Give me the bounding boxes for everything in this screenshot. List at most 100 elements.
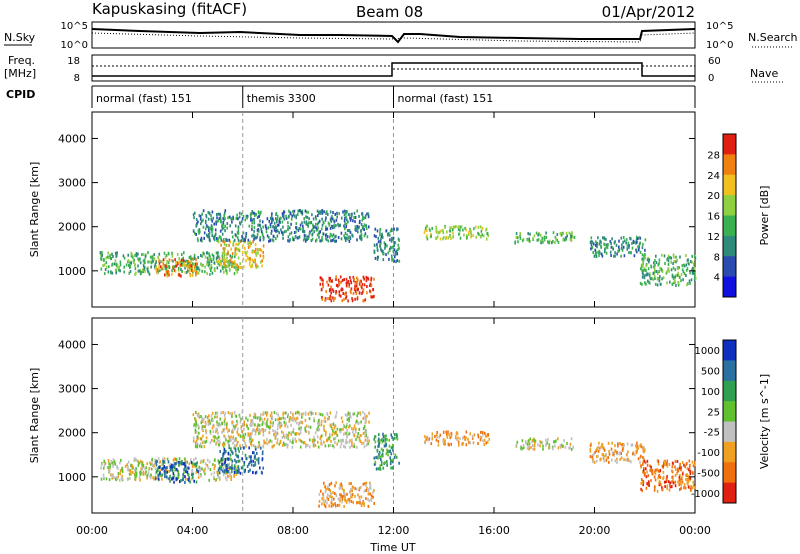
echo-cell	[135, 252, 138, 255]
echo-cell	[195, 258, 197, 262]
echo-cell	[231, 462, 233, 466]
echo-cell	[169, 479, 171, 483]
echo-cell	[213, 475, 215, 479]
echo-cell	[450, 237, 452, 240]
echo-cell	[188, 476, 190, 480]
echo-cell	[217, 237, 219, 241]
echo-cell	[348, 432, 350, 436]
echo-cell	[146, 462, 148, 466]
echo-cell	[356, 209, 358, 213]
echo-cell	[338, 281, 341, 285]
echo-cell	[262, 445, 265, 449]
echo-cell	[635, 444, 637, 448]
echo-cell	[238, 470, 240, 474]
echo-cell	[390, 433, 392, 437]
echo-cell	[297, 416, 299, 420]
echo-cell	[225, 423, 228, 427]
echo-cell	[331, 498, 333, 501]
echo-cell	[610, 254, 612, 257]
echo-cell	[594, 248, 596, 252]
echo-cell	[435, 236, 438, 240]
echo-cell	[117, 475, 119, 479]
colorbar-tick-label: 500	[701, 367, 720, 378]
echo-cell	[373, 489, 375, 493]
echo-cell	[327, 487, 329, 490]
echo-cell	[360, 434, 363, 438]
echo-cell	[351, 493, 354, 497]
echo-cell	[129, 476, 131, 480]
echo-cell	[164, 255, 167, 259]
echo-cell	[379, 467, 382, 471]
echo-cell	[258, 423, 261, 427]
echo-cell	[566, 234, 568, 238]
echo-cell	[348, 229, 351, 233]
echo-cell	[237, 232, 240, 235]
echo-cell	[216, 411, 219, 415]
echo-cell	[188, 462, 191, 466]
echo-cell	[224, 458, 227, 461]
echo-cell	[197, 475, 200, 479]
echo-cell	[237, 256, 240, 260]
echo-cell	[374, 460, 377, 464]
echo-cell	[449, 436, 451, 440]
echo-cell	[175, 457, 177, 461]
echo-cell	[673, 259, 676, 263]
echo-cell	[211, 411, 214, 415]
echo-cell	[361, 286, 363, 290]
echo-cell	[307, 237, 309, 240]
echo-cell	[247, 257, 249, 261]
echo-cell	[184, 475, 186, 479]
echo-cell	[376, 257, 379, 261]
echo-cell	[343, 432, 345, 436]
echo-cell	[381, 438, 383, 442]
echo-cell	[240, 212, 243, 216]
echo-cell	[282, 434, 285, 438]
echo-cell	[527, 239, 530, 243]
echo-cell	[252, 234, 255, 237]
echo-cell	[302, 412, 305, 416]
echo-cell	[325, 290, 327, 294]
echo-cell	[598, 254, 600, 258]
echo-cell	[641, 265, 643, 269]
echo-cell	[167, 261, 170, 265]
echo-cell	[487, 234, 490, 238]
echo-cell	[637, 237, 639, 241]
echo-cell	[339, 445, 342, 449]
echo-cell	[263, 439, 265, 443]
echo-cell	[396, 252, 399, 256]
echo-cell	[292, 418, 294, 422]
echo-cell	[126, 477, 129, 481]
echo-cell	[160, 267, 163, 271]
echo-cell	[251, 419, 254, 422]
echo-cell	[219, 212, 221, 216]
echo-cell	[124, 464, 127, 468]
echo-cell	[245, 214, 248, 218]
echo-cell	[637, 245, 639, 249]
echo-cell	[209, 441, 212, 445]
echo-cell	[295, 216, 297, 220]
echo-cell	[224, 229, 226, 233]
echo-cell	[214, 478, 217, 482]
echo-cell	[216, 216, 218, 220]
echo-cell	[390, 239, 393, 243]
echo-cell	[369, 484, 372, 488]
echo-cell	[665, 480, 668, 483]
echo-cell	[200, 437, 203, 441]
echo-region	[154, 257, 198, 278]
echo-cell	[214, 228, 217, 232]
echo-cell	[393, 248, 396, 252]
echo-cell	[596, 447, 598, 451]
echo-cell	[647, 279, 649, 283]
echo-cell	[666, 475, 668, 479]
echo-cell	[623, 254, 626, 258]
echo-cell	[380, 460, 383, 464]
echo-cell	[640, 464, 642, 468]
echo-cell	[372, 288, 375, 292]
echo-cell	[234, 425, 237, 429]
echo-cell	[354, 228, 356, 232]
echo-cell	[130, 463, 132, 467]
echo-cell	[641, 253, 644, 257]
echo-cell	[218, 467, 220, 471]
echo-cell	[394, 255, 396, 259]
